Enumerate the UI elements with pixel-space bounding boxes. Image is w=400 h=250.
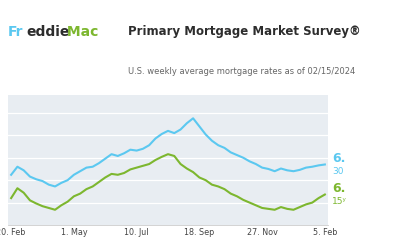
Text: 6.: 6. — [332, 152, 345, 165]
Text: Fr: Fr — [8, 25, 24, 39]
Text: eddie: eddie — [26, 25, 69, 39]
Text: 6.: 6. — [332, 182, 345, 195]
Text: Mac: Mac — [62, 25, 98, 39]
Text: 15ʸ: 15ʸ — [332, 197, 347, 206]
Text: 30: 30 — [332, 167, 344, 176]
Text: Primary Mortgage Market Survey®: Primary Mortgage Market Survey® — [128, 25, 361, 38]
Text: U.S. weekly average mortgage rates as of 02/15/2024: U.S. weekly average mortgage rates as of… — [128, 68, 355, 76]
